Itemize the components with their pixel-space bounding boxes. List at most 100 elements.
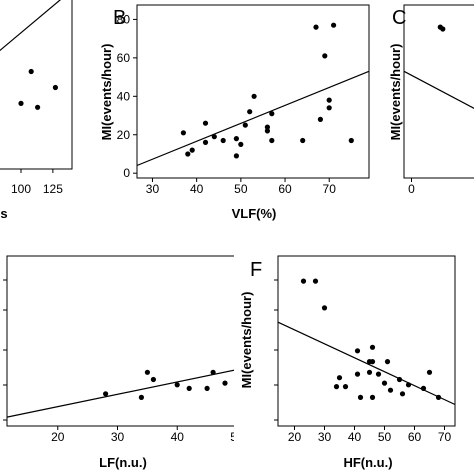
- y-axis-label-b: MI(events/hour): [99, 44, 114, 141]
- x-tick-label: 20: [288, 430, 302, 444]
- data-point: [354, 371, 361, 377]
- data-point: [426, 369, 433, 375]
- x-ticks-f: 20 30 40 50 60 70: [274, 279, 452, 444]
- data-point: [204, 385, 210, 391]
- x-tick-label: 30: [111, 430, 125, 444]
- trendline-c: [403, 70, 474, 110]
- y-tick-label: 40: [117, 89, 131, 103]
- data-point: [354, 348, 361, 354]
- data-point: [366, 359, 373, 365]
- plot-frame-b: [136, 4, 370, 179]
- y-ticks-b: 0 20 40 60 80: [117, 12, 137, 180]
- data-point: [375, 371, 382, 377]
- x-tick-label: 60: [278, 182, 292, 196]
- x-tick-label: 20: [51, 430, 65, 444]
- x-ticks-b: 30 40 50 60 70: [146, 178, 336, 196]
- data-point: [336, 375, 343, 381]
- data-point: [317, 116, 323, 122]
- x-axis-label-f: HF(n.u.): [343, 455, 392, 470]
- data-point: [103, 391, 109, 397]
- panel-f: F 20 30 40 50 60 70 HF(n.u.) MI(events/hour): [234, 254, 474, 474]
- data-point: [331, 22, 337, 28]
- data-point: [348, 137, 354, 144]
- data-point: [251, 93, 257, 99]
- x-axis-label-e: LF(n.u.): [99, 455, 147, 470]
- x-tick-label: 30: [318, 430, 332, 444]
- data-point: [357, 394, 364, 400]
- data-point: [28, 68, 34, 75]
- data-point: [264, 124, 270, 130]
- x-tick-label: 40: [348, 430, 362, 444]
- x-tick-label: 40: [190, 182, 204, 196]
- data-point: [322, 53, 328, 59]
- data-point: [238, 141, 244, 147]
- x-ticks-a: 100 125: [11, 169, 63, 196]
- panel-letter-c: C: [392, 7, 406, 29]
- data-point: [326, 97, 332, 103]
- trendline-f: [277, 321, 456, 406]
- x-tick-label: 0: [408, 182, 415, 196]
- x-tick-label: 100: [11, 182, 31, 196]
- data-point: [202, 120, 209, 126]
- data-point: [333, 384, 340, 390]
- data-point: [369, 344, 376, 350]
- data-point: [222, 380, 228, 386]
- data-point: [399, 391, 406, 397]
- data-point: [180, 130, 186, 136]
- data-point: [35, 104, 41, 110]
- data-point: [269, 137, 275, 144]
- x-tick-label: 50: [378, 430, 392, 444]
- data-point: [312, 278, 319, 284]
- data-point: [387, 387, 394, 393]
- data-point: [247, 109, 253, 115]
- data-point: [269, 111, 275, 117]
- data-point: [342, 384, 349, 390]
- data-point: [189, 147, 195, 153]
- panel-f-mask: [234, 254, 474, 474]
- y-tick-label: 60: [117, 51, 131, 65]
- scatter-points-a: [18, 68, 59, 110]
- panel-b: B 30 40 50 60 70 0 20 40 60 80 VLF(%) MI(events/…: [99, 4, 370, 221]
- plot-frame-c: [403, 4, 474, 179]
- plot-frame-f: [277, 255, 456, 427]
- x-tick-label: 125: [43, 182, 63, 196]
- trendline-a: [0, 0, 62, 52]
- plot-frame-a: [0, 0, 73, 170]
- data-point: [138, 394, 144, 400]
- data-point: [381, 380, 388, 386]
- x-ticks-c: 0: [408, 178, 415, 196]
- data-point: [300, 278, 307, 284]
- data-point: [326, 105, 332, 111]
- data-point: [185, 151, 191, 157]
- y-axis-label-c: MI(events/hour): [388, 44, 403, 141]
- x-tick-label: 40: [171, 430, 185, 444]
- data-point: [220, 137, 226, 144]
- y-tick-label: 80: [117, 12, 131, 26]
- trendline-b: [136, 70, 370, 167]
- data-point: [321, 305, 328, 311]
- data-point: [233, 153, 239, 159]
- data-point: [202, 139, 209, 145]
- scatter-points-b: [180, 22, 354, 159]
- data-point: [233, 136, 239, 142]
- data-point: [313, 24, 319, 30]
- x-tick-label: 50: [234, 182, 248, 196]
- data-point: [440, 26, 446, 32]
- data-point: [384, 359, 391, 365]
- data-point: [52, 84, 59, 91]
- data-point: [211, 134, 217, 140]
- x-axis-label-a: s: [0, 206, 7, 221]
- data-point: [174, 382, 180, 388]
- panel-a: 100 125 s: [0, 0, 73, 221]
- x-axis-label-b: VLF(%): [232, 206, 277, 221]
- data-point: [144, 369, 150, 375]
- x-tick-label: 60: [408, 430, 422, 444]
- data-point: [369, 394, 376, 400]
- scatter-points-c: [437, 24, 446, 32]
- panel-letter-f: F: [250, 259, 262, 281]
- y-axis-label-f: MI(events/hour): [239, 292, 254, 389]
- data-point: [18, 100, 24, 106]
- x-tick-label: 70: [438, 430, 452, 444]
- data-point: [186, 385, 192, 391]
